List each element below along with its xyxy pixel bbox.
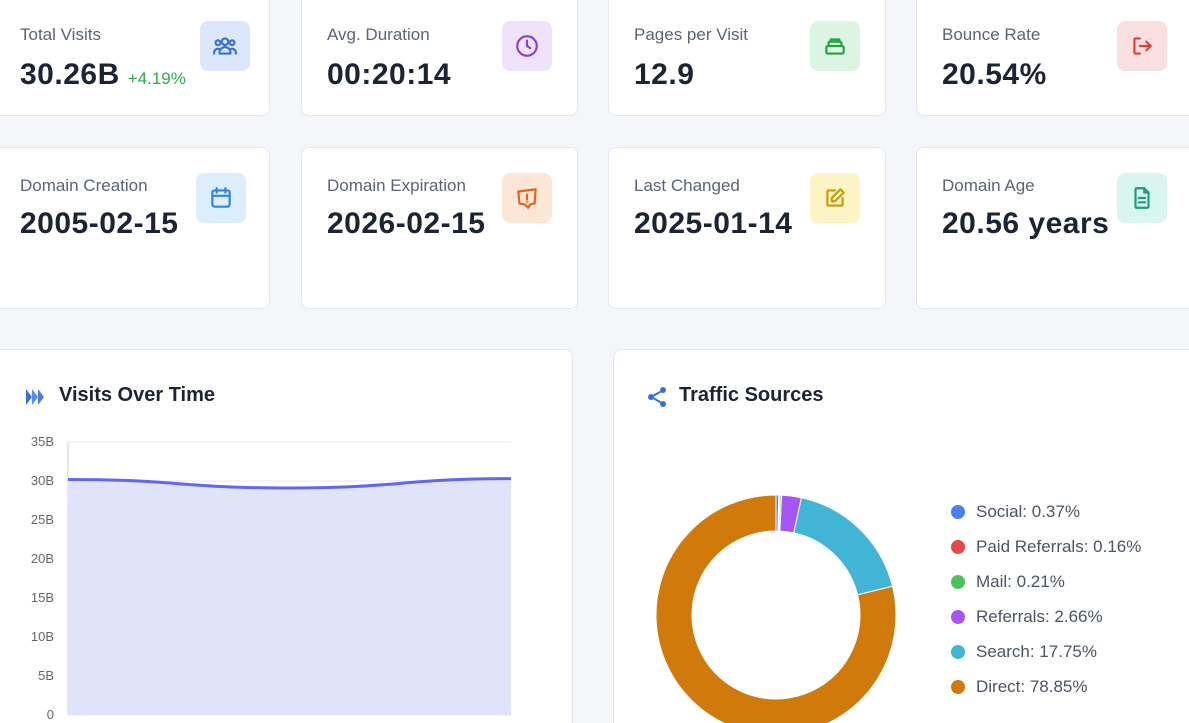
stat-label: Pages per Visit [634, 25, 749, 44]
stat-value-text: 30.26B [20, 58, 120, 91]
legend-item[interactable]: Social: 0.37% [951, 502, 1080, 522]
stat-label: Domain Expiration [327, 176, 466, 195]
stat-card-domain-creation: Domain Creation 2005-02-15 [0, 147, 270, 309]
legend-dot [951, 540, 965, 554]
users-icon [200, 21, 250, 71]
stat-label: Domain Creation [20, 176, 148, 195]
stat-card-last-changed: Last Changed 2025-01-14 [608, 147, 886, 309]
stat-card-domain-expiration: Domain Expiration 2026-02-15 [301, 147, 578, 309]
stat-change: +4.19% [127, 69, 186, 88]
legend-item[interactable]: Direct: 78.85% [951, 677, 1088, 697]
stat-label: Last Changed [634, 176, 740, 195]
legend-dot [951, 505, 965, 519]
legend-label: Search: 17.75% [976, 642, 1097, 661]
stat-value: 2005-02-15 [20, 207, 179, 240]
visits-area-chart: 35B 30B 25B 20B 15B 10B 5B 0 [31, 434, 512, 722]
visits-panel-title: Visits Over Time [59, 384, 216, 406]
stat-card-pages-per-visit: Pages per Visit 12.9 [608, 0, 886, 116]
stat-value: 00:20:14 [327, 58, 452, 91]
stat-label: Avg. Duration [327, 25, 430, 44]
document-icon [1117, 173, 1167, 223]
stat-value: 12.9 [634, 58, 695, 91]
legend-item[interactable]: Paid Referrals: 0.16% [951, 537, 1141, 557]
stack-icon [810, 21, 860, 71]
clock-icon [502, 21, 552, 71]
legend-label: Direct: 78.85% [976, 677, 1088, 696]
donut-slice-search[interactable] [793, 497, 894, 596]
legend-label: Referrals: 2.66% [976, 607, 1103, 626]
legend-label: Mail: 0.21% [976, 572, 1065, 591]
y-tick-label: 10B [31, 629, 54, 644]
y-tick-label: 20B [31, 551, 54, 566]
legend-dot [951, 610, 965, 624]
stat-label: Total Visits [20, 25, 101, 44]
stat-value: 2026-02-15 [327, 207, 486, 240]
exit-icon [1117, 21, 1167, 71]
calendar-icon [196, 173, 246, 223]
y-tick-label: 15B [31, 590, 54, 605]
stat-value: 30.26B +4.19% [20, 55, 186, 99]
area-fill [68, 478, 511, 715]
stat-value: 2025-01-14 [634, 207, 793, 240]
legend-dot [951, 575, 965, 589]
stat-value: 20.54% [942, 58, 1047, 91]
legend-dot [951, 645, 965, 659]
legend-label: Paid Referrals: 0.16% [976, 537, 1142, 556]
stat-label: Bounce Rate [942, 25, 1041, 44]
donut-slice-direct[interactable] [655, 494, 897, 723]
series-line [67, 477, 512, 490]
legend-label: Social: 0.37% [976, 502, 1080, 521]
legend-dot [951, 680, 965, 694]
alert-bubble-icon [502, 173, 552, 223]
stat-card-total-visits: Total Visits 30.26B +4.19% [0, 0, 270, 116]
stat-card-avg-duration: Avg. Duration 00:20:14 [301, 0, 578, 116]
y-tick-label: 0 [47, 707, 54, 722]
stat-value: 20.56 years [942, 207, 1110, 240]
legend-item[interactable]: Mail: 0.21% [951, 572, 1065, 592]
legend-item[interactable]: Referrals: 2.66% [951, 607, 1103, 627]
y-tick-label: 35B [31, 434, 54, 449]
y-tick-label: 30B [31, 473, 54, 488]
chart-icon [26, 389, 44, 405]
share-icon [648, 387, 666, 407]
traffic-panel-title: Traffic Sources [679, 384, 824, 406]
y-tick-label: 25B [31, 512, 54, 527]
stat-card-bounce-rate: Bounce Rate 20.54% [916, 0, 1189, 116]
legend-item[interactable]: Search: 17.75% [951, 642, 1097, 662]
stat-label: Domain Age [942, 176, 1035, 195]
edit-icon [810, 173, 860, 223]
y-tick-label: 5B [38, 668, 54, 683]
traffic-donut-chart [655, 494, 897, 723]
stat-card-domain-age: Domain Age 20.56 years [916, 147, 1189, 309]
